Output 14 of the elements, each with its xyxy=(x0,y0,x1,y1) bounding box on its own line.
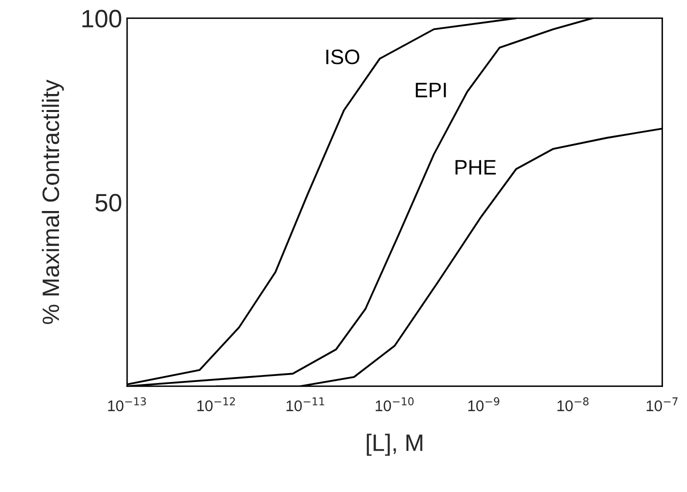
x-tick-label: 10$^{−11}$ xyxy=(286,397,324,412)
x-tick-label: 10$^{−13}$ xyxy=(108,397,146,412)
x-tick-label: 10$^{−12}$ xyxy=(197,397,235,412)
x-tick-label: 10$^{−9}$ xyxy=(468,397,500,412)
x-tick-label: 10$^{−8}$ xyxy=(558,397,589,412)
x-tick-label: 10$^{−10}$ xyxy=(376,397,414,412)
y-tick-label: 50 xyxy=(95,194,122,212)
x-axis-title: [L], M xyxy=(366,434,422,456)
series-label: ISO xyxy=(326,50,360,64)
y-tick-label: 100 xyxy=(82,10,122,28)
series-label: EPI xyxy=(416,82,446,98)
x-tick-label: 10$^{−7}$ xyxy=(646,397,678,412)
y-axis-title: % Maximal Contractility xyxy=(42,80,64,324)
series-label: PHE xyxy=(456,160,496,174)
